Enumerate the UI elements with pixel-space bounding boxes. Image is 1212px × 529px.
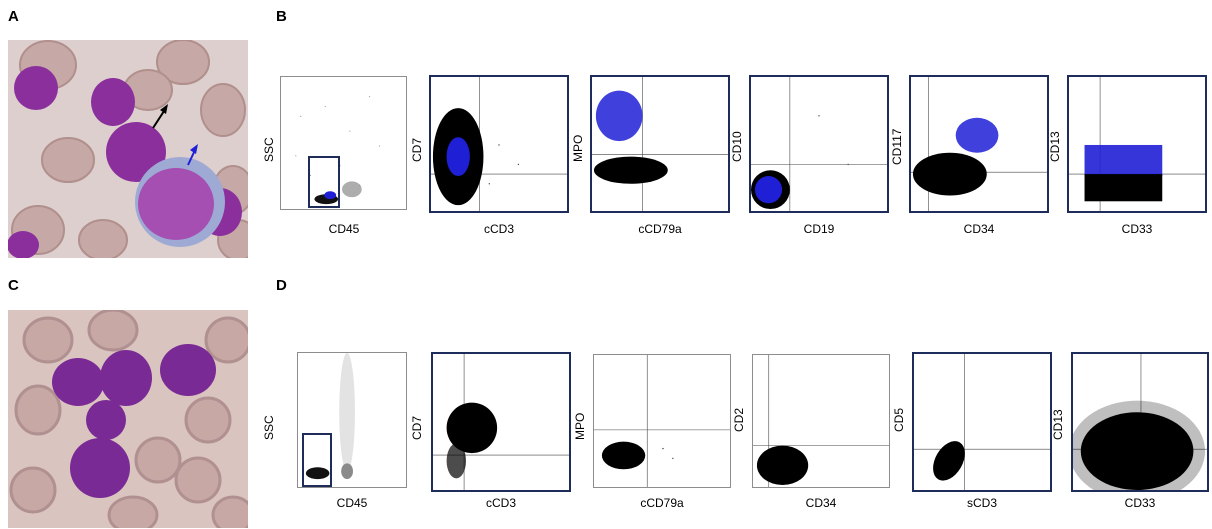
panel-label-b: B	[276, 8, 287, 25]
y-axis-label: CD7	[410, 137, 424, 162]
gate-box	[308, 156, 340, 208]
y-axis-label: CD13	[1048, 131, 1062, 162]
x-axis-label: CD34	[963, 222, 995, 236]
x-axis-label: CD33	[1124, 496, 1156, 510]
gate-box	[302, 433, 332, 487]
x-axis-label: cCD3	[483, 222, 514, 236]
y-axis-label: CD117	[890, 128, 904, 165]
micrograph-a	[8, 40, 248, 258]
flow-plot-b-cd10-cd19	[749, 75, 889, 213]
y-axis-label: MPO	[571, 134, 585, 162]
micrograph-c	[8, 310, 248, 528]
flow-plot-d-cd5-scd3	[912, 352, 1052, 492]
flow-plot-d-cd13-cd33	[1071, 352, 1209, 492]
flow-plot-b-cd13-cd33	[1067, 75, 1207, 213]
x-axis-label: CD33	[1121, 222, 1153, 236]
flow-plot-b-mpo-ccd79a	[590, 75, 730, 213]
x-axis-label: CD34	[805, 496, 837, 510]
y-axis-label: SSC	[262, 415, 276, 440]
x-axis-label: cCD79a	[638, 222, 682, 236]
panel-label-c: C	[8, 277, 19, 294]
flow-plot-d-mpo-ccd79a	[593, 354, 731, 488]
x-axis-label: CD45	[328, 222, 360, 236]
x-axis-label: CD45	[336, 496, 368, 510]
y-axis-label: CD7	[410, 415, 424, 440]
x-axis-label: cCD3	[485, 496, 516, 510]
y-axis-label: CD5	[892, 407, 906, 432]
flow-plot-b-cd7-ccd3	[429, 75, 569, 213]
flow-plot-d-ssc-cd45	[297, 352, 407, 488]
flow-plot-b-ssc-cd45	[280, 76, 407, 210]
panel-label-a: A	[8, 8, 19, 25]
y-axis-label: CD2	[732, 407, 746, 432]
y-axis-label: SSC	[262, 137, 276, 162]
x-axis-label: sCD3	[966, 496, 997, 510]
flow-plot-b-cd117-cd34	[909, 75, 1049, 213]
y-axis-label: MPO	[573, 412, 587, 440]
flow-plot-d-cd7-ccd3	[431, 352, 571, 492]
x-axis-label: CD19	[803, 222, 835, 236]
x-axis-label: cCD79a	[640, 496, 684, 510]
flow-plot-d-cd2-cd34	[752, 354, 890, 488]
y-axis-label: CD13	[1051, 409, 1065, 440]
y-axis-label: CD10	[730, 131, 744, 162]
panel-label-d: D	[276, 277, 287, 294]
